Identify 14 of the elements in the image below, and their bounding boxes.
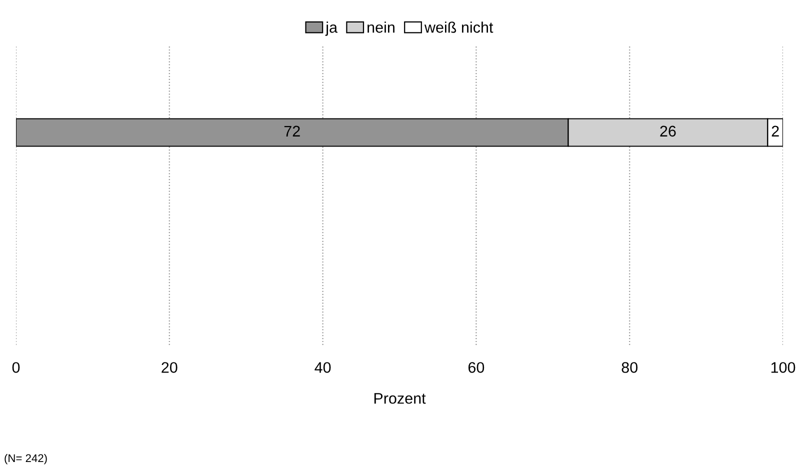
x-tick-label: 0	[12, 362, 20, 373]
data-label: 2	[772, 126, 779, 136]
legend-label: nein	[368, 22, 394, 33]
x-tick-label: 20	[162, 362, 178, 373]
x-axis-title: Prozent	[374, 393, 426, 404]
x-tick-label: 100	[771, 362, 796, 373]
data-label: 26	[660, 126, 676, 137]
text: (N= 242)	[4, 454, 47, 464]
x-tick-label: 40	[314, 362, 331, 373]
legend-label: weiß nicht	[424, 22, 494, 33]
legend-label: ja	[325, 22, 338, 36]
data-label: 72	[284, 126, 300, 136]
x-tick-label: 80	[622, 362, 638, 373]
x-tick-label: 60	[468, 362, 484, 373]
